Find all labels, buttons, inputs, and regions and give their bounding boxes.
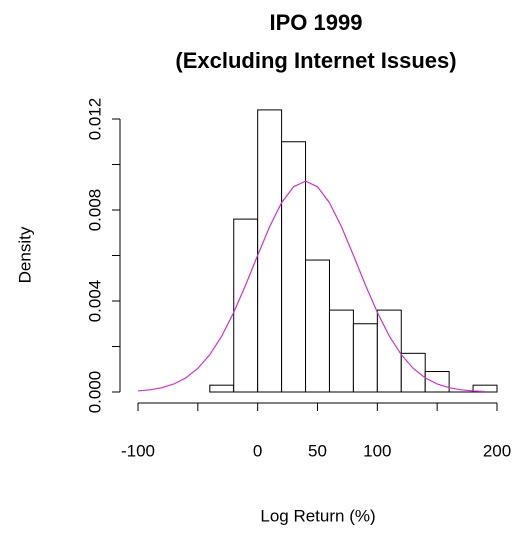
- y-tick-label: 0.008: [85, 189, 104, 232]
- y-axis-label: Density: [15, 226, 34, 283]
- bar: [352, 323, 378, 393]
- x-tick-label: -100: [121, 441, 155, 460]
- density-curve: [137, 180, 486, 393]
- bar: [305, 259, 330, 393]
- y-tick-label: 0.012: [85, 98, 104, 141]
- y-tick-label: 0.000: [85, 371, 104, 414]
- chart-subtitle: (Excluding Internet Issues): [175, 48, 456, 73]
- x-axis-label: Log Return (%): [260, 506, 375, 525]
- x-tick-label: 0: [253, 441, 262, 460]
- x-tick-label: 200: [483, 441, 511, 460]
- bar: [328, 309, 354, 393]
- bar: [281, 141, 307, 393]
- y-tick-label: 0.004: [85, 280, 104, 323]
- bar: [257, 109, 283, 393]
- x-tick-label: 50: [308, 441, 327, 460]
- x-tick-label: 100: [363, 441, 391, 460]
- bar: [209, 384, 235, 393]
- chart-title: IPO 1999: [270, 10, 363, 35]
- bar: [424, 371, 450, 393]
- bar: [472, 384, 498, 393]
- bar: [376, 309, 402, 393]
